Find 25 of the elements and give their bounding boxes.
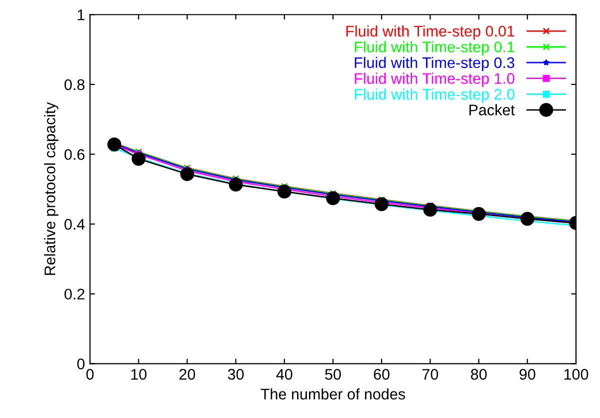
y-tick-label: 0.8 — [64, 79, 84, 90]
y-tick-label: 0.6 — [64, 149, 84, 160]
x-tick-label: 10 — [131, 368, 146, 380]
x-tick-label: 30 — [228, 368, 244, 380]
y-tick-label: 1 — [78, 10, 84, 20]
x-axis-title: The number of nodes — [260, 388, 406, 400]
y-tick-label: 0 — [77, 358, 85, 370]
x-tick-label: 100 — [564, 368, 588, 380]
legend-label: Packet — [469, 104, 515, 116]
x-tick-label: 60 — [374, 368, 390, 380]
legend-label: Fluid with Time-step 0.3 — [354, 56, 514, 72]
legend-label: Fluid with Time-step 1.0 — [354, 72, 514, 87]
y-tick-label: 0.4 — [64, 218, 85, 230]
legend-label: Fluid with Time-step 0.1 — [354, 41, 514, 56]
x-tick-label: 70 — [422, 368, 438, 380]
x-tick-label: 90 — [520, 368, 536, 380]
x-tick-label: 80 — [470, 368, 487, 380]
y-axis-title: Relative protocol capacity — [44, 102, 58, 275]
x-tick-label: 40 — [276, 368, 292, 380]
x-tick-label: 20 — [179, 368, 196, 380]
x-tick-label: 0 — [86, 368, 94, 380]
legend-label: Fluid with Time-step 0.01 — [346, 25, 514, 40]
legend-label: Fluid with Time-step 2.0 — [354, 88, 514, 103]
y-tick-label: 0.2 — [64, 288, 84, 300]
x-tick-label: 50 — [325, 368, 341, 380]
